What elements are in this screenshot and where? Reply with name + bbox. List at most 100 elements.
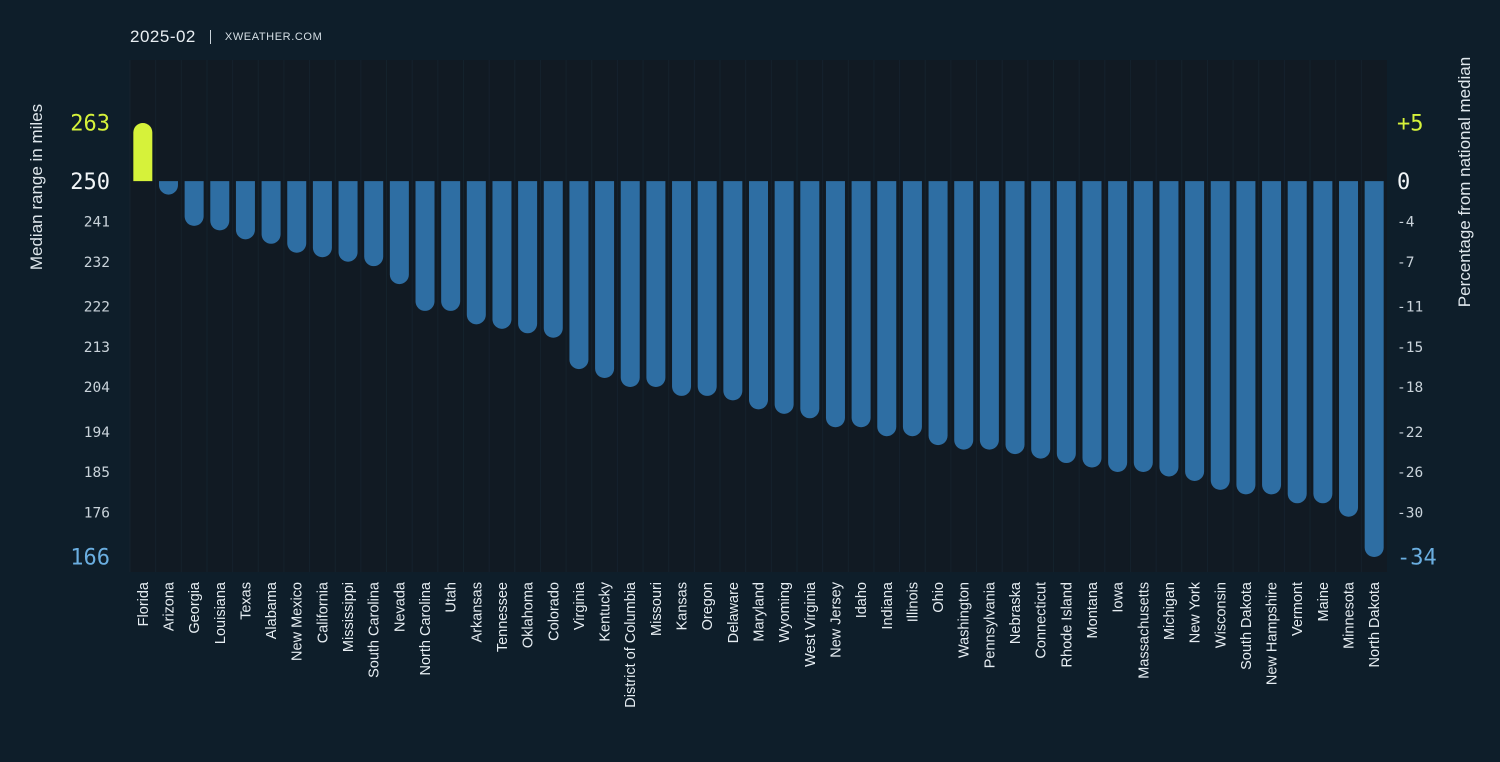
bar-missouri bbox=[646, 181, 666, 387]
category-label: Tennessee bbox=[495, 582, 511, 652]
bar-kentucky bbox=[595, 181, 615, 379]
category-label: Vermont bbox=[1290, 582, 1306, 636]
y-tick-left: 204 bbox=[84, 380, 110, 396]
source-label: XWEATHER.COM bbox=[224, 31, 323, 43]
category-label: Kansas bbox=[675, 582, 691, 630]
y-tick-right: 0 bbox=[1397, 170, 1410, 195]
y-tick-left: 232 bbox=[84, 255, 110, 271]
y-tick-right: -30 bbox=[1397, 505, 1423, 521]
category-label: District of Columbia bbox=[623, 581, 639, 708]
category-label: New Hampshire bbox=[1265, 582, 1281, 685]
category-label: Virginia bbox=[572, 581, 588, 630]
y-tick-left: 263 bbox=[70, 112, 110, 137]
bar-district-of-columbia bbox=[620, 181, 640, 387]
bar-florida bbox=[133, 123, 153, 182]
bar-new-york bbox=[1185, 181, 1205, 481]
y-tick-left: 241 bbox=[84, 215, 110, 231]
category-label: New Mexico bbox=[290, 582, 306, 661]
category-label: Montana bbox=[1085, 581, 1101, 638]
y-tick-left: 213 bbox=[84, 340, 110, 356]
y-tick-right: -11 bbox=[1397, 300, 1423, 316]
bar-maine bbox=[1313, 181, 1333, 504]
category-label: South Carolina bbox=[367, 581, 383, 678]
bar-louisiana bbox=[210, 181, 230, 231]
bar-pennsylvania bbox=[979, 181, 999, 450]
bar-maryland bbox=[749, 181, 768, 410]
category-label: Rhode Island bbox=[1059, 582, 1075, 667]
y-tick-right: -34 bbox=[1397, 546, 1437, 571]
category-label: Pennsylvania bbox=[982, 581, 998, 668]
bar-nevada bbox=[389, 181, 409, 285]
category-label: Colorado bbox=[546, 582, 562, 641]
bar-kansas bbox=[672, 181, 692, 396]
bar-michigan bbox=[1159, 181, 1179, 477]
y-tick-right: -22 bbox=[1397, 425, 1423, 441]
bar-north-dakota bbox=[1364, 181, 1384, 557]
bar-oklahoma bbox=[518, 181, 538, 334]
category-label: Oregon bbox=[700, 582, 716, 630]
period-label: 2025-02 bbox=[130, 27, 196, 46]
category-label: Wisconsin bbox=[1213, 582, 1229, 648]
category-label: Iowa bbox=[1111, 581, 1127, 613]
category-label: Alabama bbox=[264, 581, 280, 639]
category-label: Ohio bbox=[931, 582, 947, 613]
bar-west-virginia bbox=[800, 181, 820, 419]
y-tick-right: -7 bbox=[1397, 255, 1414, 271]
category-label: Mississippi bbox=[341, 582, 357, 652]
bar-new-hampshire bbox=[1262, 181, 1282, 495]
chart-header: 2025-02 XWEATHER.COM bbox=[130, 27, 322, 47]
bar-alabama bbox=[261, 181, 281, 244]
bar-vermont bbox=[1287, 181, 1307, 504]
category-label: Maine bbox=[1316, 582, 1332, 622]
y-tick-right: -18 bbox=[1397, 380, 1423, 396]
category-label: Maryland bbox=[752, 582, 768, 642]
category-label: Wyoming bbox=[777, 582, 793, 642]
bar-idaho bbox=[851, 181, 871, 428]
y-tick-left: 250 bbox=[70, 170, 110, 195]
category-label: Utah bbox=[444, 582, 460, 613]
category-label: Washington bbox=[957, 582, 973, 658]
category-label: Illinois bbox=[905, 582, 921, 622]
bar-oregon bbox=[697, 181, 717, 396]
category-label: South Dakota bbox=[1239, 581, 1255, 670]
category-label: Arkansas bbox=[469, 582, 485, 642]
bar-minnesota bbox=[1339, 181, 1359, 517]
y-tick-left: 166 bbox=[70, 546, 110, 571]
category-label: Texas bbox=[238, 582, 254, 620]
bar-illinois bbox=[902, 181, 922, 437]
category-label: New York bbox=[1188, 581, 1204, 643]
bar-arizona bbox=[158, 181, 178, 195]
bar-nebraska bbox=[1005, 181, 1025, 455]
y-tick-left: 194 bbox=[84, 425, 110, 441]
bar-new-jersey bbox=[825, 181, 845, 428]
bar-wisconsin bbox=[1210, 181, 1230, 490]
y-tick-right: +5 bbox=[1397, 112, 1424, 137]
bar-delaware bbox=[723, 181, 743, 401]
category-label: Oklahoma bbox=[521, 581, 537, 648]
bar-rhode-island bbox=[1056, 181, 1076, 464]
bar-montana bbox=[1082, 181, 1102, 468]
bar-virginia bbox=[569, 181, 589, 370]
bar-massachusetts bbox=[1133, 181, 1153, 472]
category-label: Georgia bbox=[187, 581, 203, 634]
bar-north-carolina bbox=[415, 181, 435, 311]
category-label: North Dakota bbox=[1367, 581, 1383, 667]
category-label: Nebraska bbox=[1008, 581, 1024, 644]
category-label: Delaware bbox=[726, 582, 742, 643]
category-label: Indiana bbox=[880, 581, 896, 630]
category-label: Louisiana bbox=[213, 581, 229, 644]
bar-georgia bbox=[184, 181, 204, 226]
category-label: Idaho bbox=[854, 582, 870, 618]
category-label: California bbox=[315, 581, 331, 643]
category-label: Arizona bbox=[161, 581, 177, 631]
category-label: Nevada bbox=[392, 581, 408, 632]
bar-california bbox=[312, 181, 332, 258]
category-label: Florida bbox=[136, 581, 152, 626]
y-tick-right: -4 bbox=[1397, 215, 1415, 231]
bar-arkansas bbox=[466, 181, 486, 325]
bar-south-carolina bbox=[364, 181, 384, 267]
category-label: Connecticut bbox=[1034, 582, 1050, 659]
bar-wyoming bbox=[774, 181, 794, 414]
